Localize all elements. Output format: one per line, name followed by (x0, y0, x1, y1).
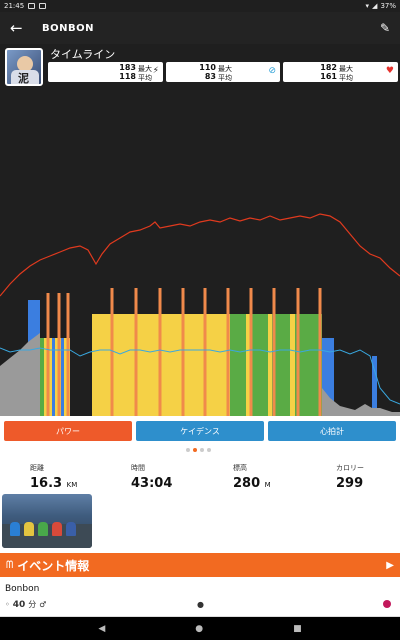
heart-rate-toggle-button[interactable]: 心拍計 (268, 421, 396, 441)
heart-max: 182 (320, 63, 337, 72)
heart-avg-label: 平均 (339, 74, 353, 82)
system-nav-bar: ◀ ● ■ (0, 617, 400, 640)
status-bar: 21:45 ▾ ◢ 37% (0, 0, 400, 12)
event-icon: ᗰ (6, 559, 14, 571)
calorie-value: 299 (336, 476, 364, 491)
heart-avg: 161 (320, 72, 337, 81)
timeline-chart[interactable] (0, 88, 400, 416)
power-toggle-label: パワー (56, 426, 80, 436)
power-zone-bar (152, 314, 182, 416)
page-dot (186, 448, 190, 452)
signal-icon: ◢ (372, 2, 378, 10)
wifi-icon: ▾ (365, 2, 370, 10)
cadence-avg-label: 平均 (218, 74, 232, 82)
power-zone-bar (208, 314, 230, 416)
person-icon: ● (197, 600, 204, 609)
event-meta: ◦ 40 分 ♂ (5, 599, 46, 610)
heart-rate-line (0, 213, 400, 297)
timeline-panel: 泥 タイムライン 183 最大 118 平均 ⚡ 110 最大 83 平均 ⊘ … (0, 44, 400, 416)
power-zone-bar (52, 338, 55, 416)
calorie-label: カロリー (336, 464, 364, 472)
heart-max-label: 最大 (339, 65, 353, 73)
event-duration: 40 (12, 599, 26, 610)
power-zone-bar (130, 314, 152, 416)
lightning-icon: ⚡ (152, 66, 159, 76)
power-zone-bar (372, 356, 377, 416)
badge-icon (383, 600, 391, 608)
distance-value: 16.3 (30, 476, 63, 491)
distance-metric: 距離 16.3 KM (30, 463, 77, 491)
distance-label: 距離 (30, 464, 44, 472)
notification-icon (39, 3, 47, 9)
page-dot (200, 448, 204, 452)
avatar-text: 泥 (18, 72, 29, 85)
power-spikes (46, 288, 322, 416)
time-label: 時間 (131, 464, 145, 472)
power-stat-box: 183 最大 118 平均 ⚡ (48, 62, 163, 82)
power-zone-bar (268, 314, 272, 416)
cadence-line (0, 347, 400, 405)
clock-icon: ◦ (5, 600, 10, 609)
elevation-value: 280 (233, 476, 261, 491)
power-zone-bar (290, 314, 295, 416)
time-metric: 時間 43:04 (131, 463, 172, 491)
distance-unit: KM (66, 481, 78, 489)
battery-level: 37% (380, 2, 396, 10)
cadence-avg: 83 (204, 72, 216, 81)
heart-rate-toggle-label: 心拍計 (320, 426, 344, 436)
event-info-bar[interactable]: ᗰ イベント情報 ▶ (0, 553, 400, 577)
page-dot-active (193, 448, 197, 452)
avatar[interactable]: 泥 (5, 48, 43, 86)
edit-icon[interactable]: ✎ (379, 21, 390, 35)
power-zone-bar (40, 338, 44, 416)
cadence-stat-box: 110 最大 83 平均 ⊘ (166, 62, 280, 82)
power-toggle-button[interactable]: パワー (4, 421, 132, 441)
power-zone-bar (230, 314, 322, 416)
power-avg: 118 (119, 72, 136, 81)
heart-icon: ♥ (385, 66, 394, 76)
cadence-toggle-label: ケイデンス (180, 426, 220, 436)
cadence-toggle-button[interactable]: ケイデンス (136, 421, 264, 441)
home-nav-icon[interactable]: ● (195, 623, 204, 634)
power-avg-label: 平均 (138, 74, 152, 82)
timeline-title: タイムライン (50, 48, 116, 61)
power-zone-bars (28, 300, 377, 416)
power-max: 183 (119, 63, 136, 72)
elevation-area (0, 333, 400, 416)
page-indicator (186, 448, 211, 452)
event-duration-unit: 分 (28, 600, 37, 609)
arrow-left-icon[interactable]: ← (10, 19, 23, 37)
ride-screenshot-thumbnail[interactable] (2, 494, 92, 548)
page-dot (207, 448, 211, 452)
cadence-max: 110 (199, 63, 216, 72)
bike-icon: ♂ (39, 600, 47, 609)
heart-rate-stat-box: 182 最大 161 平均 ♥ (283, 62, 398, 82)
power-zone-bar (61, 338, 64, 416)
chevron-right-icon: ▶ (386, 559, 394, 571)
power-zone-bar (246, 314, 252, 416)
calorie-metric: カロリー 299 (336, 463, 364, 491)
cadence-icon: ⊘ (268, 66, 276, 76)
notification-icon (28, 3, 36, 9)
elevation-label: 標高 (233, 464, 247, 472)
page-title: BONBON (42, 22, 94, 34)
event-info-label: イベント情報 (17, 558, 90, 573)
back-nav-icon[interactable]: ◀ (98, 623, 106, 634)
elevation-metric: 標高 280 M (233, 463, 271, 491)
time-value: 43:04 (131, 476, 173, 491)
power-max-label: 最大 (138, 65, 152, 73)
app-bar: ← BONBON ✎ (0, 12, 400, 44)
recents-nav-icon[interactable]: ■ (293, 623, 302, 634)
event-name: Bonbon (5, 584, 40, 594)
elevation-unit: M (264, 481, 271, 489)
clock: 21:45 (4, 2, 25, 10)
divider (0, 616, 400, 617)
cadence-max-label: 最大 (218, 65, 232, 73)
